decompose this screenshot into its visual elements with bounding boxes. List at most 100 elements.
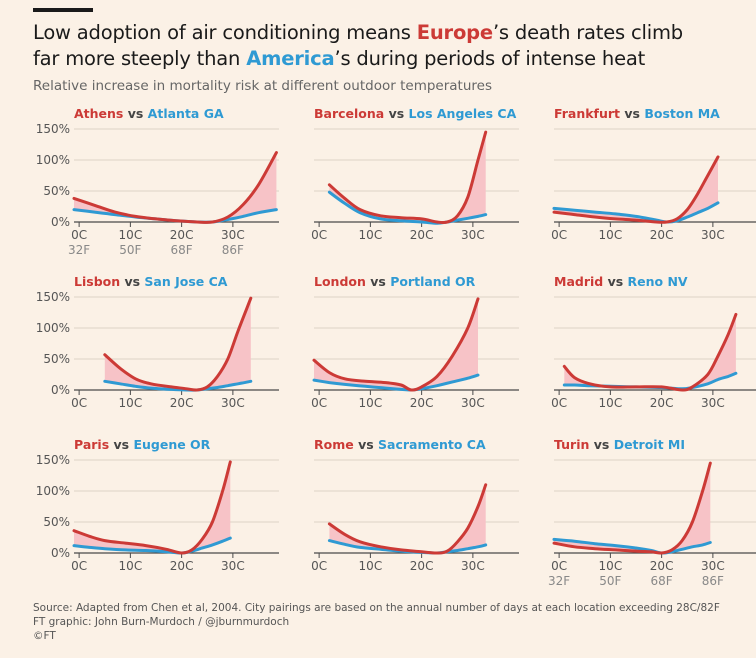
credit-note: FT graphic: John Burn-Murdoch / @jburnmu… (33, 616, 290, 628)
panel-title: Paris vs Eugene OR (74, 437, 211, 452)
gap-fill-area (329, 484, 486, 554)
title-line1-pre: Low adoption of air conditioning means (33, 21, 417, 44)
x-tick-label: 20C (410, 228, 434, 242)
panel-title-us: Boston MA (644, 106, 720, 121)
gap-fill-area (554, 156, 718, 223)
chart-title: Low adoption of air conditioning means E… (33, 20, 743, 72)
x-tick-label-f: 86F (702, 574, 724, 588)
panel-paris: Paris vs Eugene OR 0% 50% 100% 150% 0C 10C 20C 3… (36, 437, 279, 573)
panel-title-us: Reno NV (628, 274, 688, 289)
copyright-note: ©FT (33, 630, 56, 642)
panel-title: London vs Portland OR (314, 274, 476, 289)
series-line-europe (552, 461, 712, 555)
chart-footer: Source: Adapted from Chen et al, 2004. C… (33, 601, 720, 643)
x-tick-label: 0C (311, 396, 327, 410)
title-europe: Europe (416, 21, 493, 44)
panel-title-vs: vs (589, 437, 613, 452)
series-line-us (312, 373, 480, 392)
panel-title: Barcelona vs Los Angeles CA (314, 106, 517, 121)
x-tick-label: 10C (599, 228, 623, 242)
x-tick-label: 0C (311, 559, 327, 573)
panel-lisbon: Lisbon vs San Jose CA 0% 50% 100% 150% 0C 10C 2… (36, 274, 279, 410)
x-tick-label-f: 68F (171, 243, 193, 257)
x-tick-label: 10C (119, 228, 143, 242)
x-tick-label: 0C (311, 228, 327, 242)
gap-fill-area (329, 132, 486, 224)
series-line-us (327, 190, 488, 225)
x-tick-label: 20C (170, 396, 194, 410)
series-line-europe (562, 312, 738, 392)
panel-title-vs: vs (109, 437, 133, 452)
y-tick-label: 150% (36, 122, 70, 136)
x-tick-label: 20C (650, 559, 674, 573)
x-tick-label-f: 86F (222, 243, 244, 257)
x-tick-label: 10C (359, 396, 383, 410)
panel-title-vs: vs (354, 437, 378, 452)
source-note: Source: Adapted from Chen et al, 2004. C… (33, 602, 720, 614)
x-tick-label: 10C (119, 396, 143, 410)
panel-madrid: Madrid vs Reno NV 0C 10C 20C 30C (551, 274, 756, 410)
x-tick-label: 10C (599, 559, 623, 573)
series-line-europe (72, 460, 232, 555)
panel-title-europe: Madrid (554, 274, 603, 289)
y-tick-label: 0% (51, 546, 70, 560)
panel-frankfurt: Frankfurt vs Boston MA 0C 10C 20C 30C (551, 106, 756, 242)
panel-title-vs: vs (120, 274, 144, 289)
gap-fill-area (314, 298, 478, 391)
x-tick-label: 0C (71, 559, 87, 573)
panel-title-vs: vs (620, 106, 644, 121)
panel-title-europe: Frankfurt (554, 106, 620, 121)
x-tick-label-f: 32F (68, 243, 90, 257)
panel-title: Turin vs Detroit MI (554, 437, 685, 452)
gap-fill-area (564, 314, 736, 390)
x-tick-label: 20C (170, 228, 194, 242)
gap-fill-area (104, 298, 251, 391)
x-tick-label: 20C (410, 559, 434, 573)
panel-title-vs: vs (603, 274, 627, 289)
x-tick-label: 30C (701, 228, 725, 242)
y-tick-label: 50% (43, 184, 70, 198)
title-america: America (246, 47, 335, 70)
panel-barcelona: Barcelona vs Los Angeles CA 0C 10C 20C 30C (311, 106, 519, 242)
panel-title-vs: vs (366, 274, 390, 289)
panel-title-us: Atlanta GA (148, 106, 224, 121)
title-line2-post: ’s during periods of intense heat (334, 47, 646, 70)
x-tick-label: 0C (551, 559, 567, 573)
series-line-europe (72, 151, 278, 224)
x-tick-label: 30C (461, 228, 485, 242)
panel-title-us: San Jose CA (144, 274, 227, 289)
x-tick-label: 30C (221, 228, 245, 242)
y-tick-label: 0% (51, 215, 70, 229)
panel-title: Frankfurt vs Boston MA (554, 106, 720, 121)
x-tick-label: 10C (359, 559, 383, 573)
series-line-europe (552, 155, 720, 224)
panel-title-europe: Paris (74, 437, 109, 452)
panel-london: London vs Portland OR 0C 10C 20C 30C (311, 274, 519, 410)
gap-fill-area (554, 463, 711, 554)
y-tick-label: 50% (43, 352, 70, 366)
y-tick-label: 100% (36, 484, 70, 498)
x-tick-label: 30C (461, 559, 485, 573)
series-line-europe (312, 297, 480, 392)
x-tick-label: 30C (701, 559, 725, 573)
x-tick-label: 0C (551, 228, 567, 242)
x-tick-label: 30C (221, 396, 245, 410)
panel-title: Rome vs Sacramento CA (314, 437, 486, 452)
panel-title-europe: London (314, 274, 366, 289)
x-tick-label: 10C (599, 396, 623, 410)
y-tick-label: 0% (51, 383, 70, 397)
charts-svg: Athens vs Atlanta GA0%50%100%150%0C32F10… (36, 106, 756, 588)
x-tick-label: 0C (551, 396, 567, 410)
x-tick-label-f: 50F (119, 243, 141, 257)
panel-title-us: Detroit MI (614, 437, 685, 452)
title-line1-post: ’s death rates climb (492, 21, 683, 44)
series-line-europe (103, 296, 253, 392)
x-tick-label: 30C (221, 559, 245, 573)
y-tick-label: 50% (43, 515, 70, 529)
panel-rome: Rome vs Sacramento CA 0C 10C 20C 30C (311, 437, 519, 573)
y-tick-label: 150% (36, 290, 70, 304)
panel-title: Madrid vs Reno NV (554, 274, 688, 289)
panel-title-europe: Barcelona (314, 106, 384, 121)
